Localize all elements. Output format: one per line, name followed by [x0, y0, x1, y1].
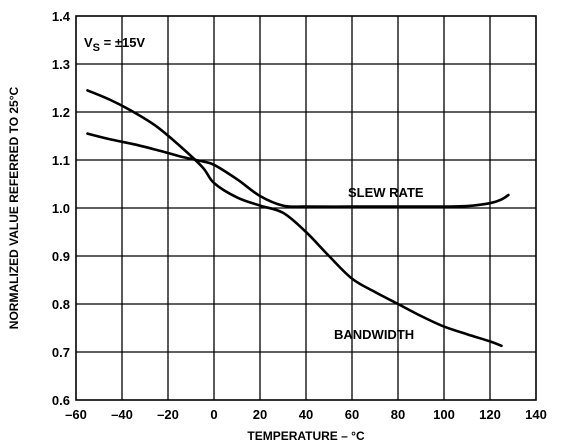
x-tick-label: 120: [479, 407, 501, 422]
y-tick-label: 0.8: [52, 297, 70, 312]
condition-subscript: S: [93, 42, 100, 54]
y-tick-label: 1.3: [52, 57, 70, 72]
x-tick-label: 80: [391, 407, 405, 422]
slew-rate-line: [86, 132, 510, 208]
x-tick-label: 140: [525, 407, 547, 422]
series-label-bandwidth: BANDWIDTH: [334, 327, 414, 342]
y-tick-label: 0.6: [52, 393, 70, 408]
x-tick-label: 40: [299, 407, 313, 422]
annotations: VS = ±15V SLEW RATE BANDWIDTH: [84, 35, 424, 342]
y-tick-label: 1.0: [52, 201, 70, 216]
condition-label: VS = ±15V: [84, 35, 145, 54]
x-tick-label: 20: [253, 407, 267, 422]
grid-lines: [76, 16, 536, 400]
x-tick-label: –40: [111, 407, 133, 422]
series-label-slew-rate: SLEW RATE: [348, 185, 424, 200]
x-tick-label: 0: [210, 407, 217, 422]
x-tick-label: –60: [65, 407, 87, 422]
y-tick-label: 0.9: [52, 249, 70, 264]
plot-frame: [75, 15, 537, 401]
condition-prefix: V: [84, 35, 93, 50]
x-tick-label: 60: [345, 407, 359, 422]
bandwidth-line: [86, 89, 503, 348]
x-tick-label: 100: [433, 407, 455, 422]
y-tick-label: 1.4: [52, 9, 71, 24]
y-tick-label: 0.7: [52, 345, 70, 360]
y-axis-label: NORMALIZED VALUE REFERRED TO 25°C: [7, 86, 21, 329]
condition-suffix: = ±15V: [100, 35, 145, 50]
tick-labels: –60 –40 –20 0 20 40 60 80 100 120 140 0.6 0.7 0.8 0.9 1…: [52, 9, 547, 422]
x-axis-label: TEMPERATURE – °C: [247, 429, 365, 443]
y-tick-label: 1.1: [52, 153, 70, 168]
curves: [86, 89, 510, 348]
x-tick-label: –20: [157, 407, 179, 422]
y-tick-label: 1.2: [52, 105, 70, 120]
